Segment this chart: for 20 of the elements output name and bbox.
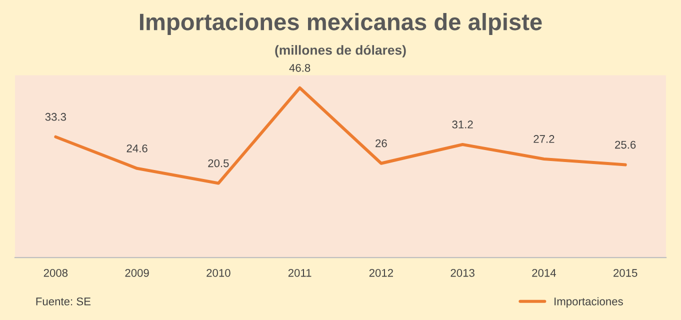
x-tick-label: 2014 [532,269,556,277]
data-label: 24.6 [126,144,148,152]
legend-label: Importaciones [554,297,623,308]
data-label: 46.8 [289,64,310,72]
chart-title: Importaciones mexicanas de alpiste [140,12,542,36]
data-label: 33.3 [45,112,66,121]
data-label: 25.6 [615,140,636,149]
x-tick-label: 2012 [369,269,393,277]
data-label: 27.2 [534,135,554,143]
data-label: 26 [376,139,387,148]
chart-subtitle: (millones de dólares) [275,44,406,58]
x-tick-label: 2011 [288,269,312,277]
source-note: Fuente: SE [36,298,91,306]
x-tick-label: 2008 [44,269,68,277]
x-tick-label: 2013 [450,269,474,277]
data-label: 31.2 [452,120,473,128]
x-tick-label: 2009 [125,269,149,277]
data-label: 20.5 [208,159,229,168]
x-tick-label: 2015 [614,269,638,277]
x-tick-label: 2010 [206,269,230,277]
